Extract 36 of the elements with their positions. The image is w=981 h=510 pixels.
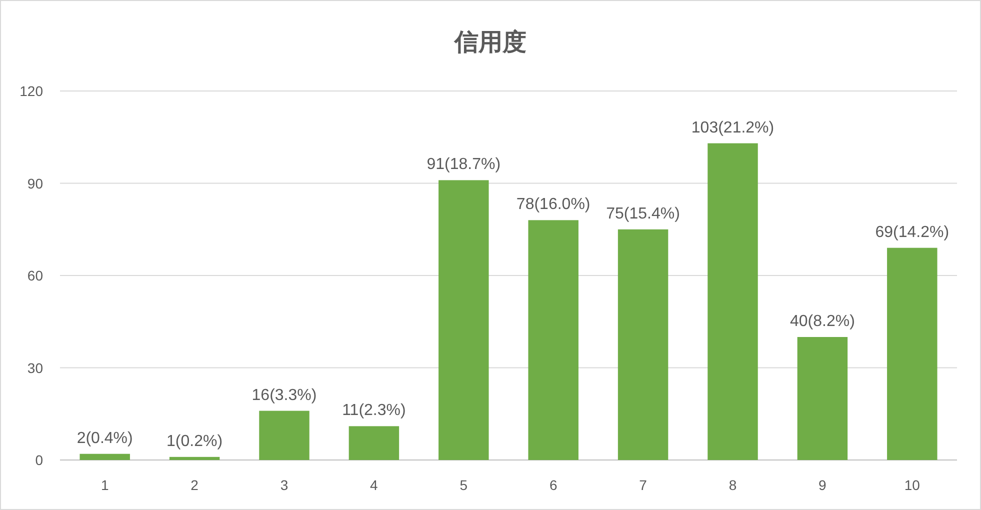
bar <box>80 454 130 460</box>
y-tick-label: 0 <box>35 452 44 468</box>
bar <box>887 248 938 460</box>
bar <box>438 180 489 460</box>
x-tick-label: 4 <box>370 477 378 493</box>
data-label: 91(18.7%) <box>426 156 501 174</box>
data-label: 78(16.0%) <box>516 196 590 214</box>
data-label: 103(21.2%) <box>691 119 774 136</box>
x-tick-label: 2 <box>190 477 199 493</box>
data-label: 16(3.3%) <box>252 386 317 404</box>
x-tick-label: 9 <box>818 477 827 493</box>
y-tick-label: 30 <box>27 360 44 376</box>
data-label: 11(2.3%) <box>342 402 406 420</box>
x-tick-label: 1 <box>100 477 109 493</box>
x-tick-label: 6 <box>549 477 558 493</box>
data-label: 1(0.2%) <box>166 432 223 450</box>
bar <box>259 410 310 460</box>
bar <box>797 337 848 460</box>
x-tick-label: 7 <box>639 477 648 493</box>
data-label: 40(8.2%) <box>790 313 855 330</box>
bar <box>708 143 758 460</box>
x-tick-label: 3 <box>280 477 288 493</box>
data-label: 75(15.4%) <box>606 205 680 222</box>
data-label: 2(0.4%) <box>76 430 133 447</box>
x-tick-label: 10 <box>904 477 920 493</box>
y-tick-label: 90 <box>27 175 44 192</box>
bar <box>348 426 400 460</box>
bar <box>528 220 578 460</box>
chart-title: 信用度 <box>454 29 526 56</box>
bar <box>169 456 220 460</box>
x-tick-label: 8 <box>728 477 737 493</box>
x-tick-label: 5 <box>460 477 468 493</box>
bar <box>618 229 668 460</box>
y-tick-label: 120 <box>20 83 44 99</box>
data-label: 69(14.2%) <box>875 224 950 241</box>
y-tick-label: 60 <box>27 268 44 284</box>
